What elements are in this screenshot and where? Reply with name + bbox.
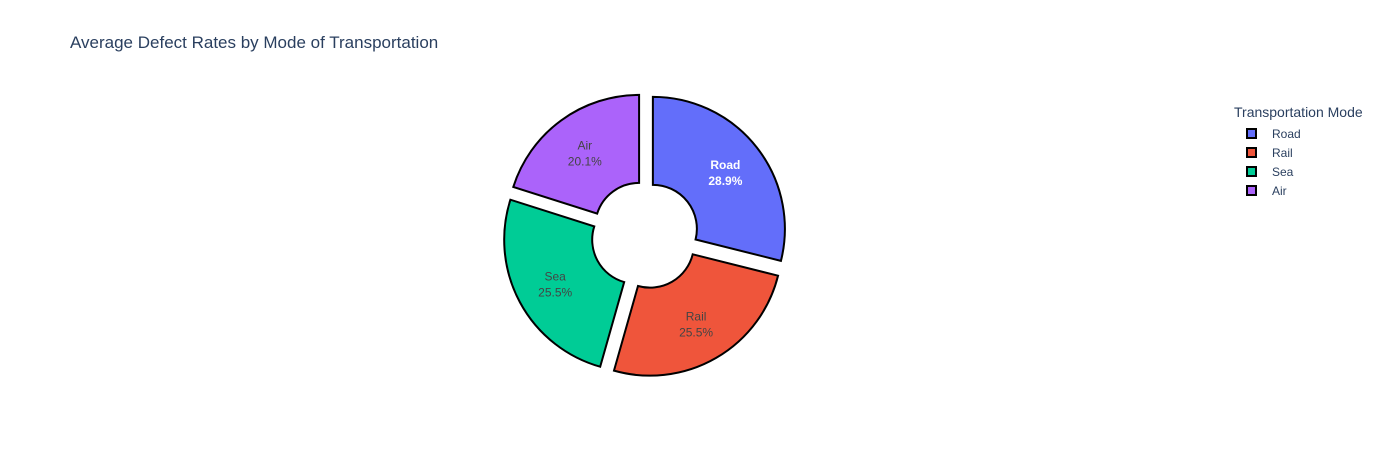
- legend-item-road[interactable]: Road: [1234, 124, 1363, 143]
- legend-item-air[interactable]: Air: [1234, 181, 1363, 200]
- legend-swatch: [1246, 185, 1257, 196]
- legend-label: Rail: [1272, 145, 1293, 160]
- slice-label-air: Air 20.1%: [568, 139, 602, 169]
- legend: Transportation Mode Road Rail Sea Air: [1234, 104, 1363, 200]
- legend-title: Transportation Mode: [1234, 104, 1363, 120]
- legend-label: Sea: [1272, 164, 1294, 179]
- slice-label-rail: Rail 25.5%: [679, 309, 713, 339]
- legend-swatch: [1246, 166, 1257, 177]
- slice-label-sea: Sea 25.5%: [538, 269, 572, 299]
- legend-item-sea[interactable]: Sea: [1234, 162, 1363, 181]
- slice-label-road: Road 28.9%: [708, 158, 742, 188]
- chart-title: Average Defect Rates by Mode of Transpor…: [70, 33, 439, 52]
- legend-swatch: [1246, 128, 1257, 139]
- legend-swatch: [1246, 147, 1257, 158]
- legend-label: Road: [1272, 126, 1301, 141]
- legend-label: Air: [1272, 183, 1287, 198]
- legend-item-rail[interactable]: Rail: [1234, 143, 1363, 162]
- pie-slice-air[interactable]: [512, 93, 641, 215]
- pie-slice-road[interactable]: [651, 95, 786, 263]
- pie-slice-rail[interactable]: [612, 253, 780, 377]
- pie-slice-sea[interactable]: [503, 198, 626, 368]
